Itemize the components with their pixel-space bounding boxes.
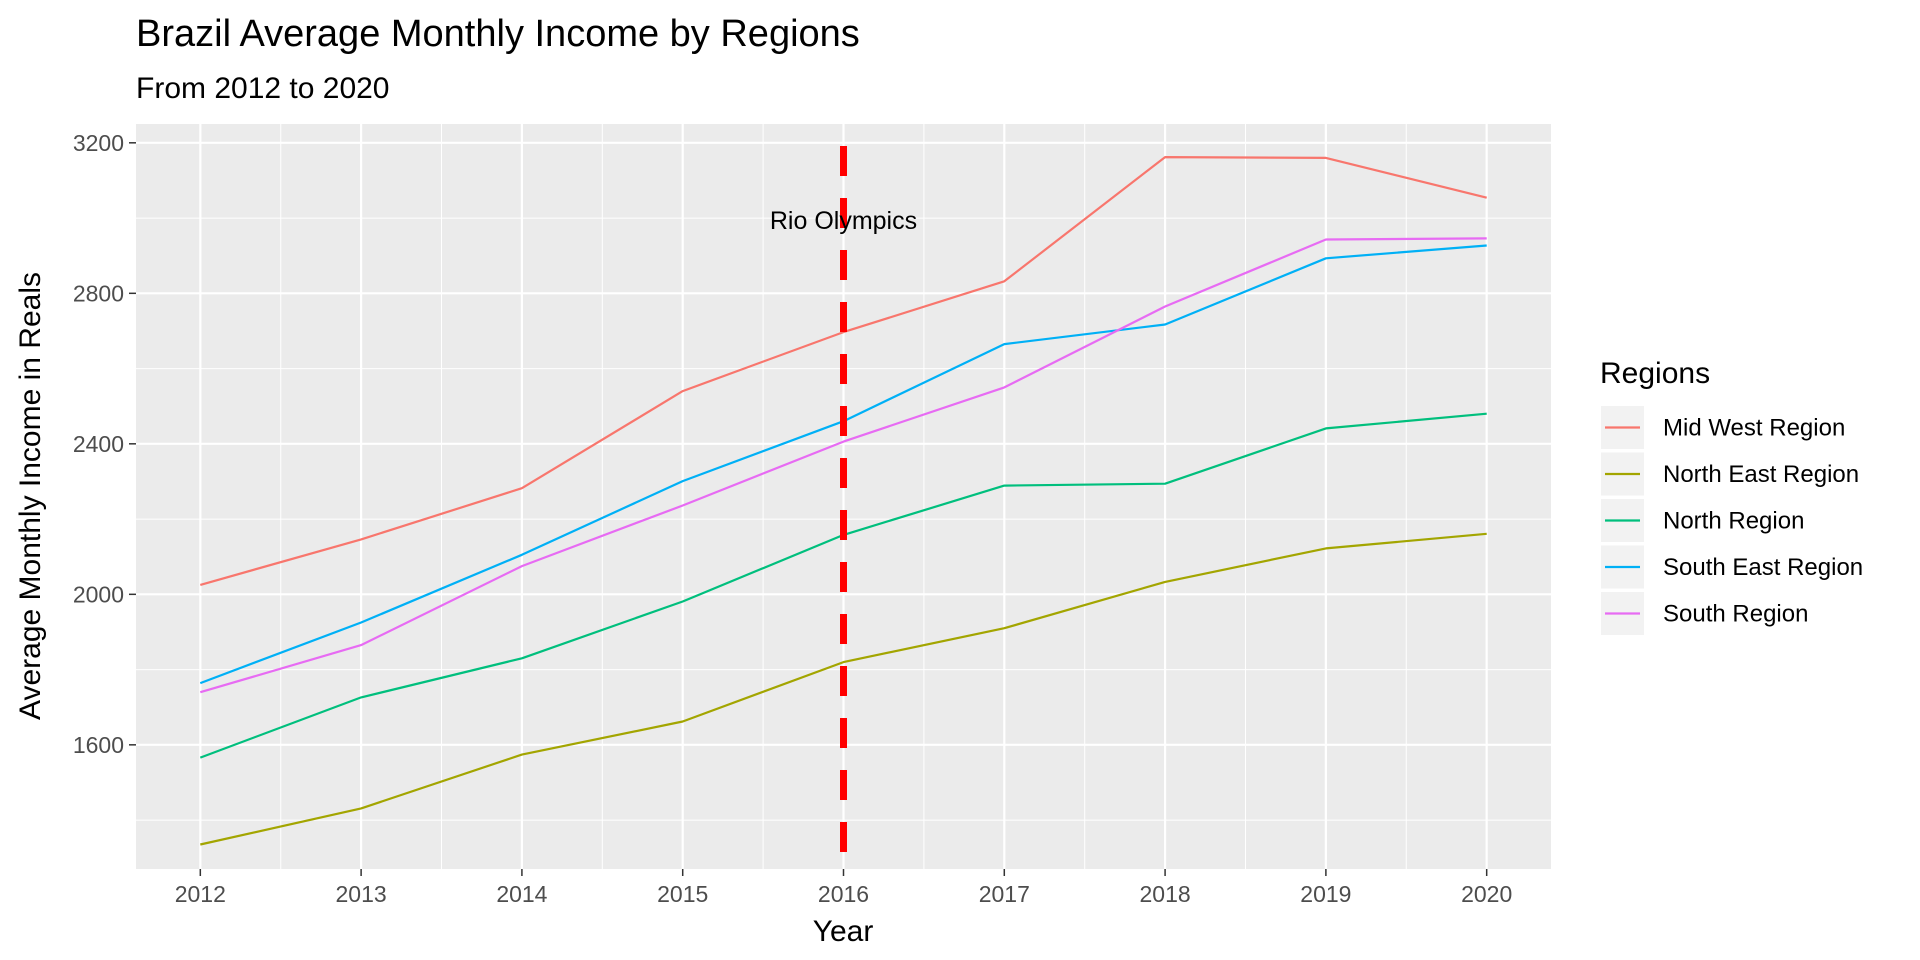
x-tick-label: 2015	[657, 881, 708, 907]
x-axis-title: Year	[813, 915, 874, 948]
x-tick-label: 2019	[1300, 881, 1351, 907]
x-tick-label: 2012	[175, 881, 226, 907]
series-line-north-east-region	[200, 532, 1487, 846]
series-line-mid-west-region	[200, 156, 1487, 586]
legend: Regions Mid West Region North East Region…	[1600, 357, 1863, 635]
legend-item-north-east-region: North East Region	[1601, 452, 1859, 496]
legend-label: South East Region	[1663, 554, 1863, 581]
x-tick-label: 2013	[336, 881, 387, 907]
y-axis-title: Average Monthly Income in Reals	[14, 272, 47, 720]
legend-label: Mid West Region	[1663, 415, 1845, 442]
legend-label: North Region	[1663, 508, 1804, 535]
x-axis: 2012 2013 2014 2015 2016 2017 2018 2019 2020	[175, 869, 1512, 907]
x-tick-label: 2016	[818, 881, 869, 907]
y-tick-label: 3200	[73, 130, 124, 156]
y-tick-label: 1600	[73, 732, 124, 758]
y-tick-label: 2800	[73, 280, 124, 306]
legend-item-south-east-region: South East Region	[1601, 545, 1863, 589]
chart-subtitle: From 2012 to 2020	[136, 72, 390, 105]
series-line-south-region	[199, 237, 1487, 694]
annotation-rio-olympics: Rio Olympics	[770, 207, 917, 235]
x-tick-label: 2020	[1461, 881, 1512, 907]
legend-label: North East Region	[1663, 461, 1859, 488]
y-axis: 1600 2000 2400 2800 3200	[73, 130, 136, 758]
x-tick-label: 2018	[1140, 881, 1191, 907]
legend-item-north-region: North Region	[1601, 499, 1804, 542]
legend-title: Regions	[1600, 357, 1710, 390]
x-tick-label: 2017	[979, 881, 1030, 907]
chart-title: Brazil Average Monthly Income by Regions	[136, 13, 860, 55]
y-tick-label: 2000	[73, 581, 124, 607]
legend-item-south-region: South Region	[1601, 592, 1808, 635]
legend-item-mid-west-region: Mid West Region	[1601, 406, 1845, 449]
legend-label: South Region	[1663, 601, 1808, 628]
y-tick-label: 2400	[73, 431, 124, 457]
x-tick-label: 2014	[496, 881, 547, 907]
